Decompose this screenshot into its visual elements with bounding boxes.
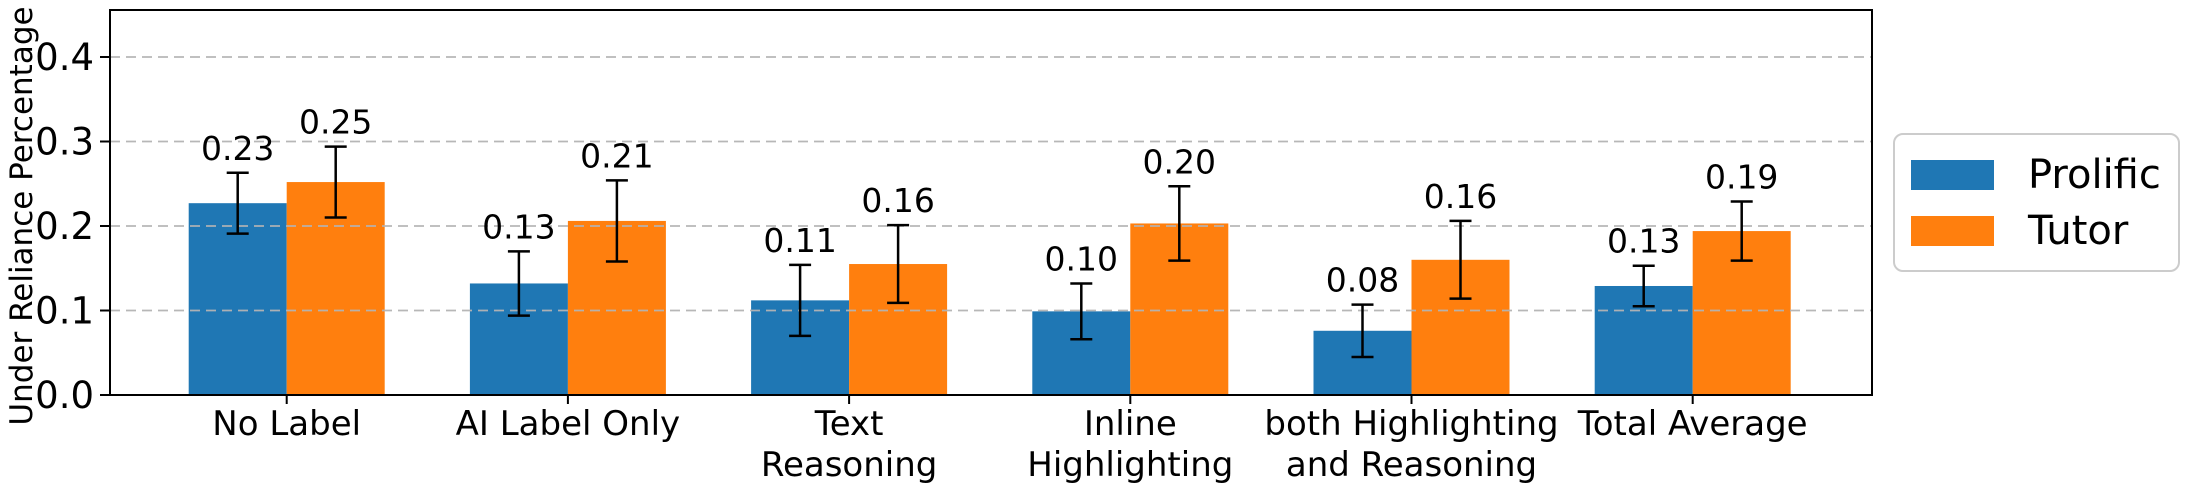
legend-label-prolific: Prolific — [2028, 151, 2161, 198]
value-label-prolific-ai-label-only: 0.13 — [482, 207, 555, 246]
y-tick-label-0.3: 0.3 — [35, 121, 94, 164]
value-label-tutor-ai-label-only: 0.21 — [580, 136, 653, 175]
value-label-tutor-inline-highlighting: 0.20 — [1143, 142, 1216, 181]
y-axis-label: Under Reliance Percentage — [4, 6, 40, 426]
value-label-tutor-no-label: 0.25 — [299, 103, 372, 142]
x-tick-label-inline-highlighting: Inline Highlighting — [1027, 404, 1233, 485]
legend-swatch-tutor-icon — [1911, 215, 1994, 246]
x-tick-label-no-label: No Label — [212, 404, 361, 444]
x-tick-label-ai-label-only: AI Label Only — [456, 404, 681, 444]
y-tick-label-0.4: 0.4 — [35, 36, 94, 79]
value-label-prolific-inline-highlighting: 0.10 — [1045, 239, 1118, 278]
legend-item-prolific: Prolific — [1911, 155, 2178, 195]
value-label-tutor-total-average: 0.19 — [1705, 157, 1778, 196]
x-tick-label-total-average: Total Average — [1577, 404, 1808, 444]
legend: Prolific Tutor — [1893, 133, 2180, 272]
legend-label-tutor: Tutor — [2028, 207, 2129, 254]
x-tick-label-both-highlighting-and-reasoning: both Highlighting and Reasoning — [1264, 404, 1558, 485]
value-label-prolific-no-label: 0.23 — [201, 129, 274, 168]
y-tick-label-0.1: 0.1 — [35, 290, 94, 333]
legend-swatch-prolific-icon — [1911, 159, 1994, 190]
x-tick-label-text-reasoning: Text Reasoning — [761, 404, 938, 485]
plot-border — [109, 9, 1873, 396]
bar-prolific-no-label — [188, 203, 287, 395]
value-label-prolific-both-highlighting-and-reasoning: 0.08 — [1326, 261, 1399, 300]
value-label-tutor-text-reasoning: 0.16 — [861, 181, 934, 220]
y-tick-label-0.0: 0.0 — [35, 374, 94, 417]
value-label-prolific-text-reasoning: 0.11 — [763, 221, 836, 260]
value-label-prolific-total-average: 0.13 — [1607, 222, 1680, 261]
y-tick-label-0.2: 0.2 — [35, 205, 94, 248]
legend-item-tutor: Tutor — [1911, 211, 2178, 251]
value-label-tutor-both-highlighting-and-reasoning: 0.16 — [1424, 177, 1497, 216]
